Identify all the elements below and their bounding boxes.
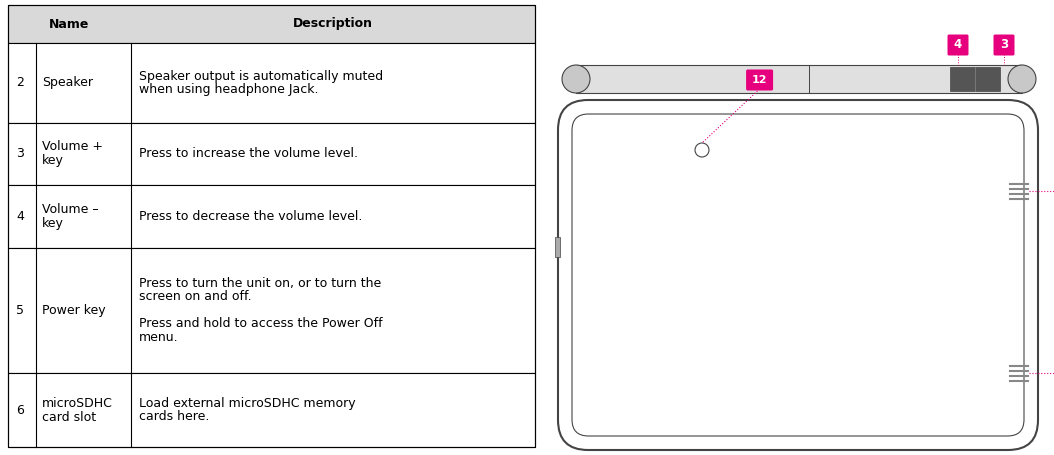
Text: 2: 2: [16, 76, 24, 89]
FancyBboxPatch shape: [746, 70, 773, 91]
Text: 6: 6: [16, 404, 24, 416]
Text: Volume +: Volume +: [42, 141, 103, 153]
Bar: [8, 123, 535, 185]
Text: key: key: [42, 217, 64, 230]
Text: Press to turn the unit on, or to turn the: Press to turn the unit on, or to turn th…: [139, 277, 382, 290]
FancyBboxPatch shape: [558, 100, 1038, 450]
Text: Press and hold to access the Power Off: Press and hold to access the Power Off: [139, 318, 383, 330]
Bar: [8, 185, 535, 248]
Text: when using headphone Jack.: when using headphone Jack.: [139, 83, 318, 96]
Text: screen on and off.: screen on and off.: [139, 290, 252, 303]
Text: Description: Description: [293, 17, 373, 30]
Bar: [950, 67, 1000, 91]
Text: Press to increase the volume level.: Press to increase the volume level.: [139, 147, 358, 161]
Ellipse shape: [562, 65, 590, 93]
Bar: [8, 5, 535, 43]
Text: microSDHC: microSDHC: [42, 396, 113, 410]
Text: Power key: Power key: [42, 304, 105, 317]
Text: menu.: menu.: [139, 331, 178, 344]
FancyBboxPatch shape: [948, 35, 969, 56]
Text: 4: 4: [954, 39, 962, 51]
FancyBboxPatch shape: [572, 114, 1024, 436]
Text: 3: 3: [16, 147, 24, 161]
Bar: [575, 65, 1022, 93]
Text: 12: 12: [752, 75, 767, 85]
Text: card slot: card slot: [42, 410, 96, 424]
Bar: [555, 237, 560, 257]
Bar: [8, 5, 535, 447]
Text: Speaker output is automatically muted: Speaker output is automatically muted: [139, 70, 383, 82]
Text: 5: 5: [16, 304, 24, 317]
Bar: [8, 43, 535, 123]
Bar: [8, 373, 535, 447]
Text: Name: Name: [50, 17, 90, 30]
Text: Load external microSDHC memory: Load external microSDHC memory: [139, 397, 355, 410]
Text: Press to decrease the volume level.: Press to decrease the volume level.: [139, 210, 363, 223]
FancyBboxPatch shape: [994, 35, 1015, 56]
Text: Speaker: Speaker: [42, 76, 93, 89]
Text: cards here.: cards here.: [139, 410, 210, 423]
Text: 4: 4: [16, 210, 24, 223]
Text: 3: 3: [1000, 39, 1008, 51]
Text: Volume –: Volume –: [42, 203, 99, 216]
Circle shape: [695, 143, 709, 157]
Bar: [8, 248, 535, 373]
Ellipse shape: [1008, 65, 1036, 93]
Text: key: key: [42, 154, 64, 167]
